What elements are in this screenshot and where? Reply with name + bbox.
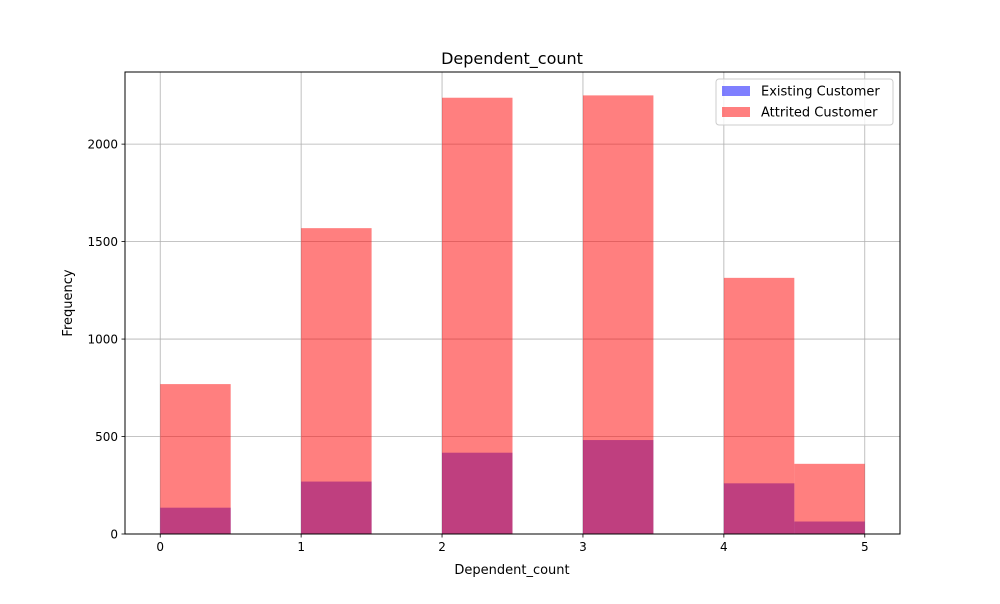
y-tick-label: 500 (95, 430, 118, 444)
bar-series-2-bin-7 (582, 95, 654, 535)
bar-series-2-bin-1 (160, 384, 231, 534)
y-tick-label: 1500 (87, 235, 118, 249)
y-tick-label: 2000 (87, 138, 118, 152)
x-tick-label: 1 (297, 540, 305, 554)
ticks-layer: 0 1 2 3 4 5 0 500 1000 1500 2000 (87, 138, 868, 554)
x-tick-label: 2 (438, 540, 446, 554)
legend-label-2: Attrited Customer (761, 106, 878, 121)
bar-series-2-bin-3 (301, 228, 372, 535)
bar-series-2-bin-9 (723, 277, 795, 534)
bar-series-2-bin-10 (794, 463, 865, 534)
y-tick-label: 1000 (87, 333, 118, 347)
legend-swatch-1 (722, 86, 750, 96)
y-axis-label: Frequency (61, 269, 76, 336)
y-tick-label: 0 (110, 528, 118, 542)
bars-layer (160, 95, 865, 535)
legend-swatch-2 (722, 107, 750, 117)
x-tick-label: 4 (720, 540, 728, 554)
x-tick-label: 3 (579, 540, 587, 554)
bar-series-2-bin-5 (442, 97, 513, 535)
x-axis-label: Dependent_count (454, 563, 569, 578)
x-tick-label: 5 (861, 540, 869, 554)
chart-title: Dependent_count (441, 49, 583, 69)
x-tick-label: 0 (156, 540, 164, 554)
legend: Existing Customer Attrited Customer (715, 78, 894, 126)
legend-box (715, 78, 894, 126)
plot-frame (124, 71, 901, 535)
legend-label-1: Existing Customer (761, 85, 880, 100)
